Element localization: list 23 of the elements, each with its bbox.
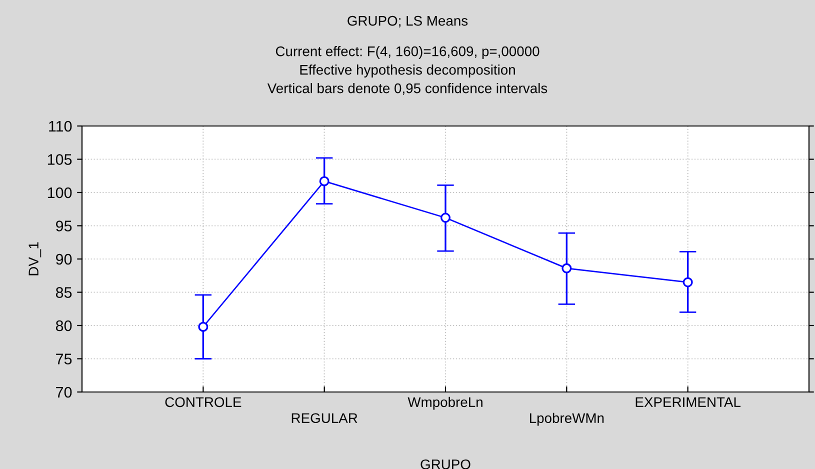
y-tick-label: 70 [56, 386, 72, 398]
chart-subtitle: Current effect: F(4, 160)=16,609, p=,00000 Effective hypothesis decomposition Vertical bars denote 0,95 confidence intervals [267, 46, 548, 95]
x-tick-label: WmpobreLn [408, 396, 482, 410]
y-tick-label: 85 [56, 287, 72, 298]
point [682, 277, 693, 288]
y-tick-label: 90 [56, 254, 72, 265]
point [319, 176, 330, 186]
y-tick-label: 75 [56, 354, 72, 364]
x-axis-title: GRUPO [420, 459, 470, 469]
y-tick-label: 105 [48, 154, 72, 165]
y-tick-label: 110 [49, 120, 72, 132]
point [562, 263, 572, 274]
chart-title: GRUPO; LS Means [348, 16, 468, 28]
x-tick-label: REGULAR [292, 413, 358, 424]
point [198, 322, 208, 332]
x-tick-label: EXPERIMENTAL [636, 397, 740, 407]
point [440, 212, 450, 223]
x-tick-label: CONTROLE [165, 397, 242, 408]
x-tick-label: LpobreWMn [530, 412, 604, 426]
y-tick-label: 95 [56, 220, 72, 232]
y-axis-title: DV_1 [28, 242, 42, 276]
y-tick-label: 80 [56, 320, 72, 332]
y-tick-label: 100 [48, 187, 72, 198]
